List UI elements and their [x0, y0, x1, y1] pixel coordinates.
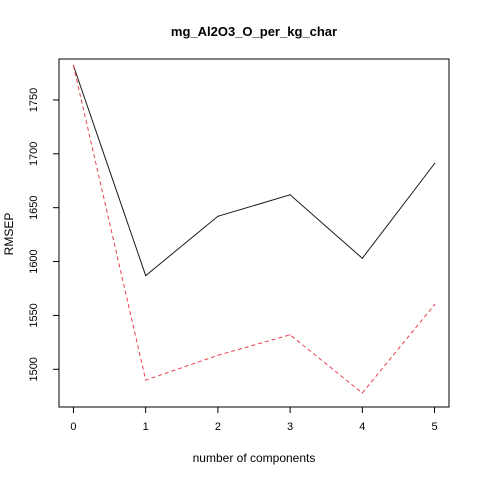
series-2-point — [72, 64, 75, 67]
series-group — [72, 64, 436, 394]
x-tick-label: 0 — [70, 421, 76, 433]
y-tick-label: 1700 — [28, 142, 40, 166]
x-tick-label: 1 — [143, 421, 149, 433]
y-axis-title: RMSEP — [2, 213, 16, 256]
series-line-1 — [72, 65, 435, 277]
x-axis: 0 1 2 3 4 5 — [70, 406, 438, 433]
series-1-point — [433, 162, 436, 165]
x-tick-label: 3 — [287, 421, 293, 433]
series-1-point — [289, 194, 291, 196]
plot-box — [58, 58, 450, 408]
y-axis: 1500 1550 1600 1650 1700 1750 — [28, 88, 60, 382]
series-1-point — [145, 274, 147, 277]
x-tick-label: 2 — [215, 421, 221, 433]
x-tick-label: 5 — [431, 421, 437, 433]
y-tick-label: 1550 — [28, 303, 40, 327]
y-tick-label: 1750 — [28, 88, 40, 112]
x-tick-label: 4 — [359, 421, 365, 433]
y-tick-label: 1500 — [28, 357, 40, 381]
series-2-point — [433, 304, 436, 306]
series-2-point — [289, 334, 291, 336]
series-1-point — [361, 257, 363, 259]
series-2-point — [145, 379, 147, 381]
x-axis-title: number of components — [193, 451, 316, 465]
series-1-point — [217, 215, 219, 217]
y-tick-label: 1650 — [28, 195, 40, 219]
series-2-point — [361, 392, 363, 394]
series-2-point — [217, 354, 219, 356]
y-tick-label: 1600 — [28, 249, 40, 273]
chart-title: mg_Al2O3_O_per_kg_char — [171, 24, 337, 39]
series-line-2 — [72, 65, 435, 394]
